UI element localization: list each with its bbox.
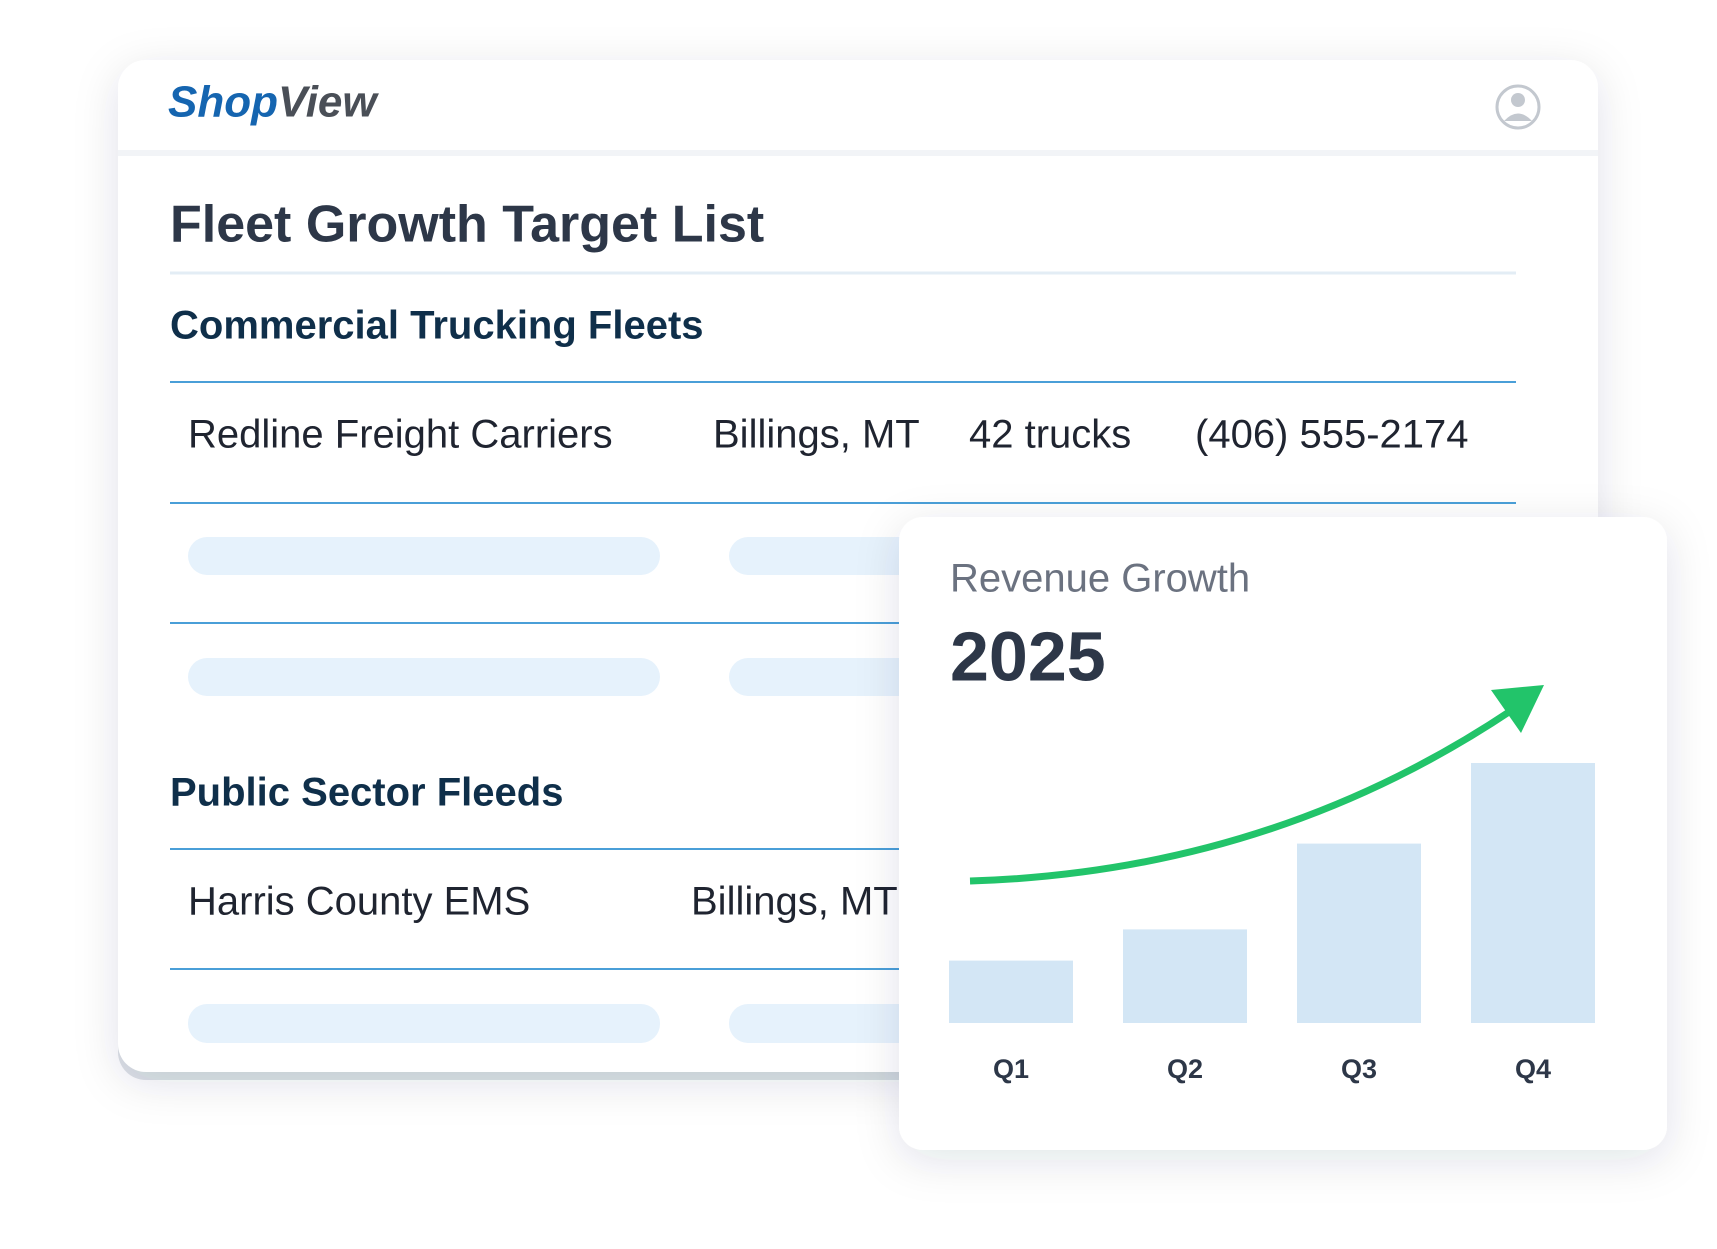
- cell: Redline Freight Carriers: [188, 413, 613, 457]
- cell: 42 trucks: [969, 413, 1131, 457]
- x-tick-label: Q4: [1515, 1054, 1551, 1084]
- bar: [1297, 843, 1421, 1023]
- plot: Q1 Q2 Q3 Q4: [949, 685, 1595, 1084]
- trend-arrow: [969, 707, 1514, 885]
- avatar[interactable]: [1495, 84, 1541, 130]
- x-tick-label: Q3: [1341, 1054, 1377, 1084]
- chart-subtitle: 2025: [950, 617, 1106, 695]
- cell: Billings, MT: [713, 413, 920, 457]
- trend-arrowhead: [1491, 685, 1544, 733]
- section-title: Public Sector Fleeds: [170, 771, 563, 815]
- cell: Harris County EMS: [188, 880, 530, 924]
- section-title: Commercial Trucking Fleets: [170, 304, 704, 348]
- cell: Billings, MT: [691, 880, 898, 924]
- placeholder: [188, 1004, 660, 1043]
- header-divider: [118, 150, 1598, 156]
- x-tick-label: Q2: [1167, 1054, 1203, 1084]
- x-tick-label: Q1: [993, 1054, 1029, 1084]
- logo: ShopView: [168, 78, 379, 127]
- page-title: Fleet Growth Target List: [170, 196, 764, 254]
- placeholder: [188, 658, 660, 696]
- bar: [1471, 763, 1595, 1023]
- placeholder: [188, 537, 660, 575]
- cell: (406) 555-2174: [1195, 413, 1469, 457]
- bar: [949, 960, 1073, 1023]
- bar: [1123, 929, 1247, 1023]
- chart-title: Revenue Growth: [950, 557, 1250, 601]
